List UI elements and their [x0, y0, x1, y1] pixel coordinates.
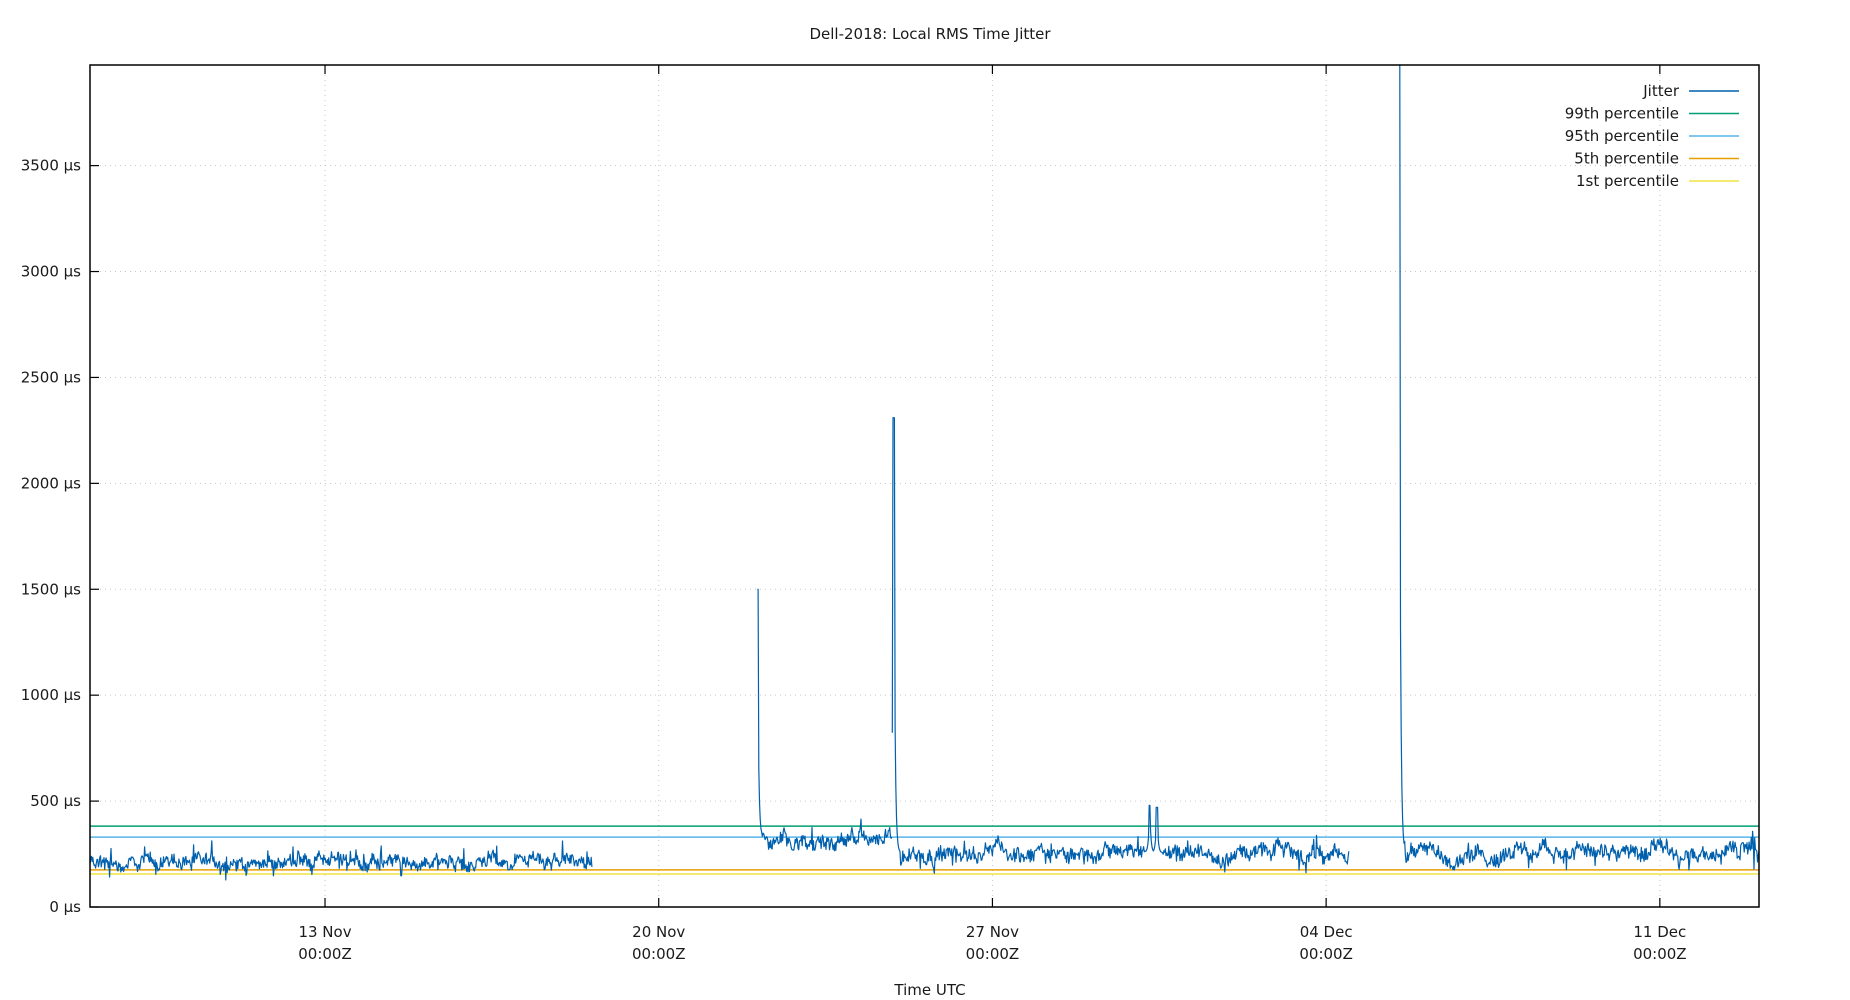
x-tick-time: 00:00Z	[1299, 945, 1353, 963]
legend-label: 99th percentile	[1565, 105, 1679, 123]
y-tick-label: 2500 µs	[21, 368, 81, 386]
jitter-line-segment	[891, 417, 1350, 874]
grid-lines	[90, 65, 1759, 907]
y-tick-label: 500 µs	[30, 792, 81, 810]
y-tick-label: 3000 µs	[21, 263, 81, 281]
jitter-line-segment	[1399, 64, 1760, 871]
jitter-line-segment	[89, 840, 593, 881]
y-tick-label: 2000 µs	[21, 474, 81, 492]
x-tick-date: 11 Dec	[1633, 923, 1686, 941]
y-tick-label: 1500 µs	[21, 580, 81, 598]
jitter-line-segment	[757, 588, 893, 852]
x-tick-date: 04 Dec	[1300, 923, 1353, 941]
y-axis: 0 µs 500 µs 1000 µs 1500 µs 2000 µs 2500 µs 30…	[21, 157, 99, 916]
legend-label: Jitter	[1642, 82, 1680, 100]
x-axis: 13 Nov 00:00Z 20 Nov 00:00Z 27 Nov 00:00Z 04 D…	[298, 65, 1687, 963]
legend-label: 1st percentile	[1576, 172, 1679, 190]
legend: Jitter 99th percentile 95th percentile 5th …	[1565, 82, 1739, 190]
x-tick-time: 00:00Z	[298, 945, 352, 963]
chart-title: Dell-2018: Local RMS Time Jitter	[809, 25, 1051, 43]
x-tick-date: 20 Nov	[632, 923, 685, 941]
x-tick-date: 13 Nov	[298, 923, 351, 941]
plot-frame	[89, 64, 1760, 908]
x-tick-time: 00:00Z	[966, 945, 1020, 963]
legend-label: 5th percentile	[1574, 150, 1679, 168]
x-tick-time: 00:00Z	[632, 945, 686, 963]
x-axis-label: Time UTC	[893, 981, 965, 999]
x-tick-date: 27 Nov	[966, 923, 1019, 941]
y-tick-label: 3500 µs	[21, 157, 81, 175]
data-series	[89, 64, 1760, 881]
legend-label: 95th percentile	[1565, 127, 1679, 145]
y-tick-label: 1000 µs	[21, 686, 81, 704]
y-tick-label: 0 µs	[49, 898, 81, 916]
x-tick-time: 00:00Z	[1633, 945, 1687, 963]
